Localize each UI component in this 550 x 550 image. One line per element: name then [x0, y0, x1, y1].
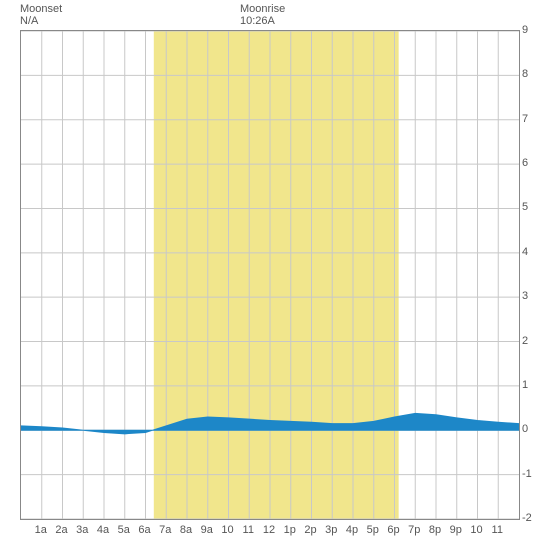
x-tick-label: 5p [367, 524, 379, 536]
x-tick-label: 2a [55, 524, 67, 536]
x-tick-label: 3a [76, 524, 88, 536]
x-tick-label: 5a [118, 524, 130, 536]
plot-area [20, 30, 520, 520]
x-tick-label: 6a [138, 524, 150, 536]
x-tick-label: 8a [180, 524, 192, 536]
x-tick-label: 11 [492, 524, 503, 536]
x-tick-label: 10 [221, 524, 233, 536]
plot-svg [21, 31, 519, 519]
y-tick-label: 2 [522, 335, 528, 347]
y-tick-label: -1 [522, 468, 532, 480]
y-tick-label: 1 [522, 379, 528, 391]
x-tick-label: 2p [304, 524, 316, 536]
x-tick-label: 10 [470, 524, 482, 536]
x-tick-label: 1a [35, 524, 47, 536]
y-tick-label: 3 [522, 290, 528, 302]
moonset-block: Moonset N/A [20, 3, 62, 27]
x-tick-label: 8p [429, 524, 441, 536]
x-tick-label: 1p [284, 524, 296, 536]
x-tick-label: 9p [450, 524, 462, 536]
moonset-label: Moonset [20, 3, 62, 15]
y-tick-label: 6 [522, 157, 528, 169]
x-tick-label: 4a [97, 524, 109, 536]
y-tick-label: 7 [522, 113, 528, 125]
x-tick-label: 9a [201, 524, 213, 536]
moonrise-block: Moonrise 10:26A [240, 3, 285, 27]
x-tick-label: 7a [159, 524, 171, 536]
tide-chart: Moonset N/A Moonrise 10:26A -2-101234567… [0, 0, 550, 550]
x-tick-label: 6p [387, 524, 399, 536]
x-tick-label: 11 [243, 524, 254, 536]
y-tick-label: 9 [522, 24, 528, 36]
y-tick-label: -2 [522, 512, 532, 524]
moonrise-label: Moonrise [240, 3, 285, 15]
x-tick-label: 3p [325, 524, 337, 536]
x-tick-label: 4p [346, 524, 358, 536]
x-tick-label: 7p [408, 524, 420, 536]
y-tick-label: 5 [522, 201, 528, 213]
y-tick-label: 0 [522, 423, 528, 435]
x-tick-label: 12 [263, 524, 275, 536]
y-tick-label: 4 [522, 246, 528, 258]
moonset-value: N/A [20, 15, 62, 27]
y-tick-label: 8 [522, 68, 528, 80]
moonrise-value: 10:26A [240, 15, 285, 27]
